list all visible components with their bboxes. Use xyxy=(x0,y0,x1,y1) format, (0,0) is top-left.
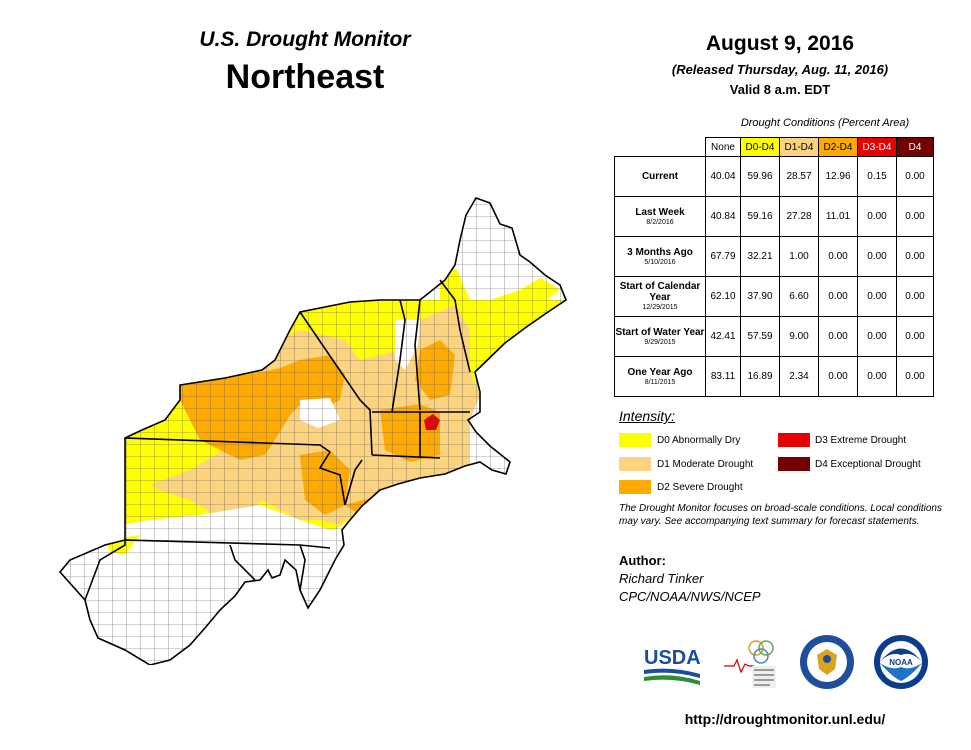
table-cell: 9.00 xyxy=(779,316,819,357)
table-cell: 59.16 xyxy=(740,196,780,237)
release-date: (Released Thursday, Aug. 11, 2016) xyxy=(671,62,889,77)
table-cell: 37.90 xyxy=(740,276,780,317)
author-heading: Author: xyxy=(619,553,666,568)
table-cell: 1.00 xyxy=(779,236,819,277)
table-cell: 0.00 xyxy=(896,316,934,357)
table-cell: 11.01 xyxy=(818,196,858,237)
table-cell: 42.41 xyxy=(705,316,741,357)
ndmc-logo xyxy=(722,636,782,694)
source-url[interactable]: http://droughtmonitor.unl.edu/ xyxy=(684,711,886,727)
table-row: One Year Ago 8/11/2015 83.11 16.89 2.34 0… xyxy=(614,356,934,397)
noaa-logo-text: NOAA xyxy=(889,658,913,667)
drought-map xyxy=(59,197,567,665)
table-cell: 0.00 xyxy=(857,196,897,237)
drought-conditions-table: None D0-D4 D1-D4 D2-D4 D3-D4 D4 Current … xyxy=(614,137,934,397)
table-cell: 28.57 xyxy=(779,156,819,197)
row-label-text: Start of Water Year xyxy=(615,326,705,338)
table-cell: 0.00 xyxy=(896,276,934,317)
table-header-row: None D0-D4 D1-D4 D2-D4 D3-D4 D4 xyxy=(615,137,934,157)
table-cell: 2.34 xyxy=(779,356,819,397)
valid-time: Valid 8 a.m. EDT xyxy=(729,82,831,97)
table-cell: 57.59 xyxy=(740,316,780,357)
region-title: Northeast xyxy=(225,58,385,96)
row-label-text: Last Week xyxy=(635,206,685,218)
table-cell: 16.89 xyxy=(740,356,780,397)
col-header-d3-d4: D3-D4 xyxy=(857,137,897,157)
legend-title: Intensity: xyxy=(619,408,676,424)
table-cell: 40.04 xyxy=(705,156,741,197)
legend-swatch-d0 xyxy=(619,433,651,447)
usda-logo-text: USDA xyxy=(644,647,701,669)
legend-label-d3: D3 Extreme Drought xyxy=(815,435,907,446)
row-label-text: 3 Months Ago xyxy=(627,246,693,258)
legend-label-d4: D4 Exceptional Drought xyxy=(815,459,921,470)
col-header-d1-d4: D1-D4 xyxy=(779,137,819,157)
legend-label-d0: D0 Abnormally Dry xyxy=(657,435,741,446)
table-cell: 32.21 xyxy=(740,236,780,277)
legend-label-d1: D1 Moderate Drought xyxy=(657,459,754,470)
row-label: Current xyxy=(614,156,706,197)
legend-swatch-d4 xyxy=(778,457,810,471)
table-cell: 0.00 xyxy=(818,236,858,277)
table-cell: 0.00 xyxy=(818,276,858,317)
table-cell: 0.00 xyxy=(857,276,897,317)
map-date: August 9, 2016 xyxy=(705,32,855,55)
table-cell: 62.10 xyxy=(705,276,741,317)
table-cell: 12.96 xyxy=(818,156,858,197)
table-cell: 0.00 xyxy=(818,316,858,357)
table-cell: 0.15 xyxy=(857,156,897,197)
usda-logo: USDA xyxy=(642,640,704,690)
table-cell: 83.11 xyxy=(705,356,741,397)
legend-swatch-d2 xyxy=(619,480,651,494)
col-header-none: None xyxy=(705,137,741,157)
table-cell: 0.00 xyxy=(857,236,897,277)
disclaimer-note: The Drought Monitor focuses on broad-sca… xyxy=(619,503,942,527)
row-label-date: 5/10/2016 xyxy=(644,258,676,266)
col-header-d4: D4 xyxy=(896,137,934,157)
row-label-date: 9/29/2015 xyxy=(644,338,676,346)
col-header-d2-d4: D2-D4 xyxy=(818,137,858,157)
table-cell: 0.00 xyxy=(896,236,934,277)
commerce-seal-logo xyxy=(798,633,856,691)
table-row: Start of Water Year 9/29/2015 42.41 57.59… xyxy=(614,316,934,357)
table-cell: 0.00 xyxy=(818,356,858,397)
row-label-date: 8/11/2015 xyxy=(644,378,676,386)
noaa-logo: NOAA xyxy=(872,633,930,691)
row-label: Last Week 8/2/2016 xyxy=(614,196,706,237)
row-label-text: Start of Calendar Year xyxy=(619,281,701,303)
row-label: Start of Calendar Year 12/29/2015 xyxy=(614,276,706,317)
author-organization: CPC/NOAA/NWS/NCEP xyxy=(619,589,761,604)
table-cell: 0.00 xyxy=(896,196,934,237)
table-cell: 0.00 xyxy=(896,356,934,397)
table-row: Current 40.04 59.96 28.57 12.96 0.15 0.0… xyxy=(614,156,934,197)
row-label: 3 Months Ago 5/10/2016 xyxy=(614,236,706,277)
table-cell: 6.60 xyxy=(779,276,819,317)
row-label: Start of Water Year 9/29/2015 xyxy=(614,316,706,357)
table-cell: 0.00 xyxy=(857,356,897,397)
row-label-date: 12/29/2015 xyxy=(642,304,678,311)
table-cell: 0.00 xyxy=(857,316,897,357)
author-name: Richard Tinker xyxy=(619,571,704,586)
table-cell: 0.00 xyxy=(896,156,934,197)
map-product-title: U.S. Drought Monitor xyxy=(199,28,411,51)
col-header-d0-d4: D0-D4 xyxy=(740,137,780,157)
legend-swatch-d1 xyxy=(619,457,651,471)
table-cell: 59.96 xyxy=(740,156,780,197)
table-corner xyxy=(615,138,706,157)
row-label-date: 8/2/2016 xyxy=(646,218,674,226)
row-label-text: One Year Ago xyxy=(627,366,693,378)
table-title: Drought Conditions (Percent Area) xyxy=(740,117,910,129)
table-row: Last Week 8/2/2016 40.84 59.16 27.28 11.0… xyxy=(614,196,934,237)
row-label: One Year Ago 8/11/2015 xyxy=(614,356,706,397)
row-label-text: Current xyxy=(641,171,679,182)
table-row: 3 Months Ago 5/10/2016 67.79 32.21 1.00 0… xyxy=(614,236,934,277)
table-row: Start of Calendar Year 12/29/2015 62.10 3… xyxy=(614,276,934,317)
table-cell: 27.28 xyxy=(779,196,819,237)
table-cell: 40.84 xyxy=(705,196,741,237)
table-cell: 67.79 xyxy=(705,236,741,277)
legend-swatch-d3 xyxy=(778,433,810,447)
legend-label-d2: D2 Severe Drought xyxy=(657,482,743,493)
